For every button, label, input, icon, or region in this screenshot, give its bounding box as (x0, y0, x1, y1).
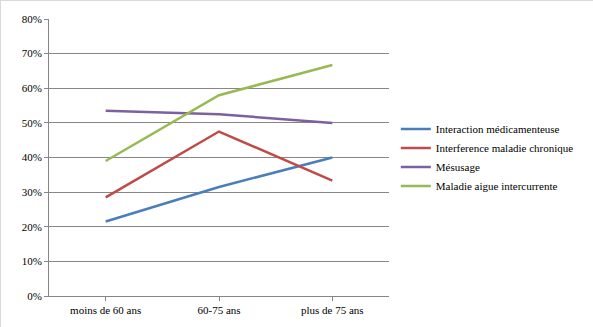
svg-text:10%: 10% (22, 255, 42, 267)
svg-text:40%: 40% (22, 151, 42, 163)
svg-text:Maladie aigue intercurrente: Maladie aigue intercurrente (436, 180, 558, 192)
svg-text:plus de 75 ans: plus de 75 ans (301, 304, 364, 316)
svg-text:Interaction médicamenteuse: Interaction médicamenteuse (436, 123, 560, 135)
svg-text:Interference maladie chronique: Interference maladie chronique (436, 142, 574, 154)
svg-text:moins de 60 ans: moins de 60 ans (70, 304, 141, 316)
svg-text:Mésusage: Mésusage (436, 161, 480, 173)
svg-text:50%: 50% (22, 117, 42, 129)
svg-text:70%: 70% (22, 47, 42, 59)
svg-text:80%: 80% (22, 13, 42, 25)
svg-text:0%: 0% (27, 290, 42, 302)
svg-text:60%: 60% (22, 82, 42, 94)
svg-text:30%: 30% (22, 186, 42, 198)
svg-text:20%: 20% (22, 221, 42, 233)
svg-text:60-75 ans: 60-75 ans (197, 304, 240, 316)
